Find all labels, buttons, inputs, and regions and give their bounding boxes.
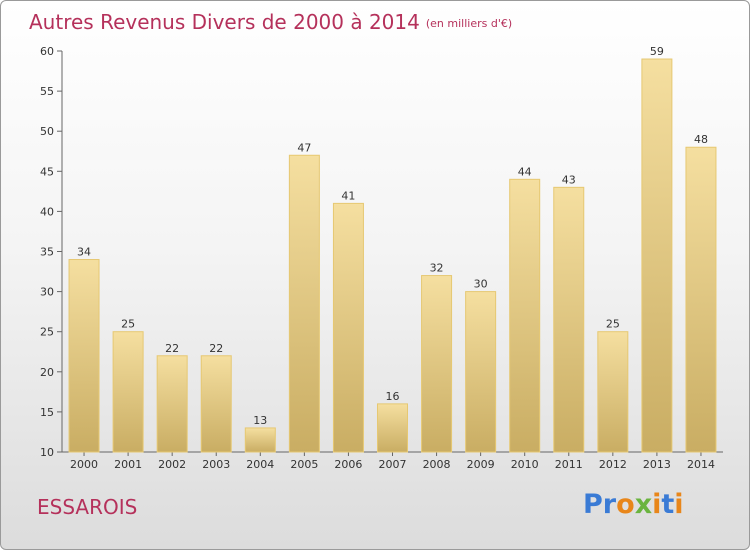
- data-label: 41: [341, 189, 355, 202]
- x-tick-label: 2014: [687, 458, 715, 471]
- x-tick-label: 2009: [467, 458, 495, 471]
- commune-name: ESSAROIS: [37, 495, 138, 519]
- logo-letter: r: [602, 489, 617, 520]
- bar-2012[interactable]: [597, 331, 629, 453]
- y-tick-label: 50: [40, 125, 54, 138]
- data-label: 22: [209, 342, 223, 355]
- x-tick-label: 2006: [334, 458, 362, 471]
- y-tick-label: 60: [40, 45, 54, 58]
- bar-2013[interactable]: [641, 58, 673, 453]
- data-label: 34: [77, 246, 91, 259]
- data-label: 22: [165, 342, 179, 355]
- chart-title-text: Autres Revenus Divers de 2000 à 2014: [29, 10, 420, 34]
- bar-2008[interactable]: [421, 275, 453, 453]
- data-label: 48: [694, 133, 708, 146]
- x-tick-label: 2010: [511, 458, 539, 471]
- y-tick-label: 10: [40, 446, 54, 459]
- bar-2005[interactable]: [288, 154, 320, 453]
- x-tick-label: 2012: [599, 458, 627, 471]
- bar-2010[interactable]: [509, 178, 541, 453]
- bar-2002[interactable]: [156, 355, 188, 453]
- x-tick-label: 2013: [643, 458, 671, 471]
- logo-letter: x: [634, 489, 653, 520]
- data-label: 13: [253, 414, 267, 427]
- logo-letter: i: [652, 489, 662, 520]
- x-tick-label: 2007: [379, 458, 407, 471]
- bar-2000[interactable]: [68, 259, 100, 453]
- x-tick-label: 2008: [423, 458, 451, 471]
- y-tick-label: 55: [40, 85, 54, 98]
- x-tick-label: 2003: [202, 458, 230, 471]
- bar-2009[interactable]: [465, 291, 497, 453]
- chart-unit: (en milliers d'€): [425, 17, 513, 30]
- x-tick-label: 2005: [290, 458, 318, 471]
- data-label: 43: [562, 173, 576, 186]
- x-tick-label: 2000: [70, 458, 98, 471]
- bar-2007[interactable]: [377, 403, 408, 453]
- y-tick-label: 45: [40, 165, 54, 178]
- proxiti-logo[interactable]: Proxiti: [583, 489, 684, 520]
- data-label: 44: [518, 165, 532, 178]
- x-tick-label: 2002: [158, 458, 186, 471]
- y-tick-label: 25: [40, 326, 54, 339]
- logo-letter: t: [661, 489, 675, 520]
- logo-letter: i: [674, 489, 684, 520]
- bar-2011[interactable]: [553, 186, 585, 453]
- logo-letter: o: [616, 489, 635, 520]
- bar-2004[interactable]: [244, 427, 276, 453]
- x-tick-label: 2011: [555, 458, 583, 471]
- y-tick-label: 15: [40, 406, 54, 419]
- logo-letter: P: [583, 489, 603, 520]
- data-label: 25: [606, 318, 620, 331]
- bar-2014[interactable]: [685, 146, 717, 453]
- data-label: 47: [297, 141, 311, 154]
- y-tick-label: 30: [40, 286, 54, 299]
- bar-2006[interactable]: [332, 202, 364, 453]
- y-tick-label: 35: [40, 246, 54, 259]
- chart-title: Autres Revenus Divers de 2000 à 2014 (en …: [29, 10, 512, 34]
- data-label: 32: [430, 262, 444, 275]
- bar-2001[interactable]: [112, 331, 144, 453]
- x-tick-label: 2001: [114, 458, 142, 471]
- bar-2003[interactable]: [200, 355, 232, 453]
- data-label: 25: [121, 318, 135, 331]
- y-tick-label: 20: [40, 366, 54, 379]
- data-label: 59: [650, 45, 664, 58]
- x-tick-label: 2004: [246, 458, 274, 471]
- data-label: 16: [386, 390, 400, 403]
- y-tick-label: 40: [40, 205, 54, 218]
- data-label: 30: [474, 278, 488, 291]
